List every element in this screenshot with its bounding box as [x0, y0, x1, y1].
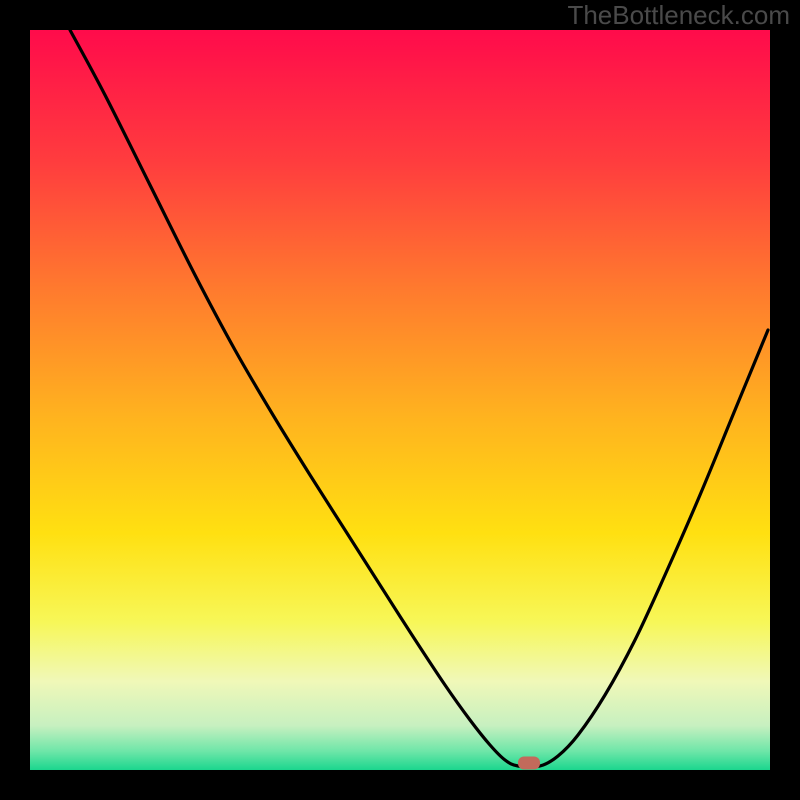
- optimal-point-marker: [518, 757, 540, 770]
- watermark-label: TheBottleneck.com: [567, 0, 790, 30]
- bottleneck-chart: TheBottleneck.com: [0, 0, 800, 800]
- chart-plot-area: [30, 30, 770, 770]
